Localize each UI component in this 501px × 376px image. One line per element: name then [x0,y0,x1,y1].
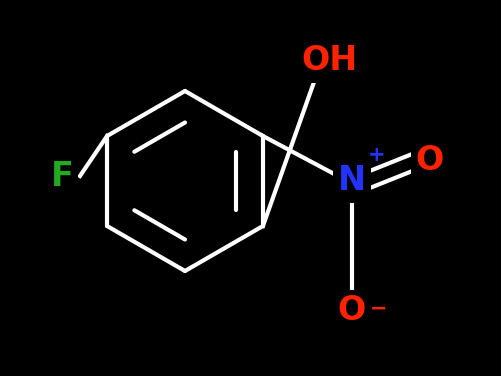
Text: OH: OH [302,44,358,77]
Text: F: F [51,159,74,193]
Text: N: N [338,165,366,197]
Text: O: O [338,294,366,327]
Text: +: + [368,145,386,165]
Text: −: − [370,299,387,319]
Text: O: O [416,144,444,177]
